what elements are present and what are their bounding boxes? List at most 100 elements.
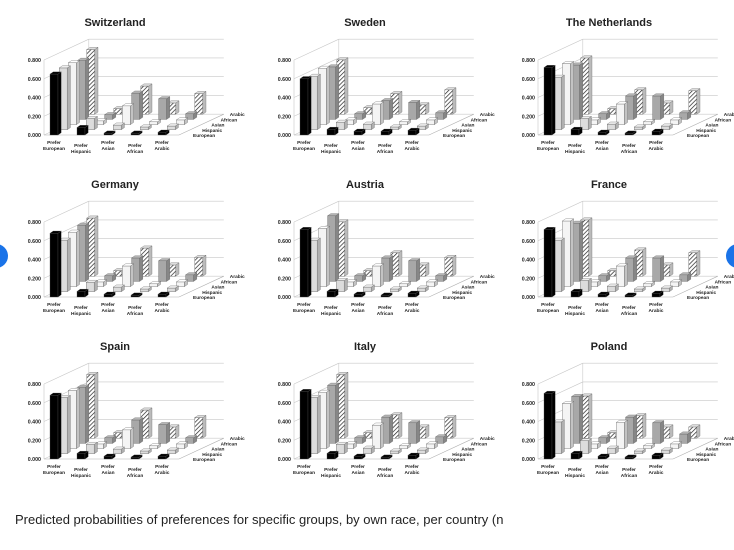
y-tick-label: 0.600 <box>278 77 291 83</box>
bar-side <box>326 65 330 125</box>
bar-top <box>688 88 701 91</box>
bar-european <box>157 453 170 460</box>
bar-top <box>148 443 162 446</box>
bar-european <box>651 290 664 298</box>
bar-top <box>561 218 575 222</box>
bar-top <box>543 227 556 230</box>
x-tick-label: Asian <box>101 146 114 152</box>
x-tick-label: Asian <box>595 470 608 476</box>
x-tick-label: Prefer <box>74 143 88 149</box>
depth-label: African <box>715 279 732 285</box>
y-tick-label: 0.000 <box>28 457 41 463</box>
carousel-prev-button[interactable] <box>0 244 8 268</box>
x-tick-label: Prefer <box>649 464 663 470</box>
x-tick-label: Prefer <box>324 467 338 473</box>
x-tick-label: European <box>537 146 559 152</box>
bar-top <box>112 284 125 288</box>
bar-top <box>398 281 412 284</box>
bar-european <box>76 450 89 460</box>
bar-side <box>624 263 628 287</box>
bar-top <box>299 76 312 79</box>
bar-arabic <box>167 262 180 277</box>
bar-african <box>185 435 198 444</box>
bar-top <box>625 255 638 259</box>
y-tick-label: 0.800 <box>28 382 41 388</box>
bar-top <box>327 213 340 216</box>
bar-top <box>606 121 619 125</box>
x-tick-label: Prefer <box>622 467 636 473</box>
bar-arabic <box>336 57 349 115</box>
bar-front <box>113 124 122 130</box>
bar-front <box>157 294 167 298</box>
x-tick-label: African <box>621 311 638 317</box>
carousel-next-button[interactable] <box>726 244 734 268</box>
bar-side <box>317 237 321 293</box>
bar-african <box>77 384 90 444</box>
bar-top <box>317 390 331 393</box>
chart-3d-bars: 0.0000.2000.4000.6000.800PreferEuropeanP… <box>28 362 245 479</box>
x-tick-label: African <box>127 149 144 155</box>
depth-label: Arabic <box>230 436 245 442</box>
bar-side <box>624 101 628 125</box>
bar-african <box>435 110 448 120</box>
bar-front <box>372 265 381 287</box>
x-tick-label: Prefer <box>595 464 609 470</box>
bar-hispanic <box>112 122 125 131</box>
bar-side <box>696 88 701 115</box>
bar-arabic <box>661 100 674 115</box>
bar-top <box>76 125 89 128</box>
bar-front <box>399 445 408 449</box>
bar-top <box>354 435 367 438</box>
bar-front <box>194 417 203 439</box>
x-tick-label: Arabic <box>155 146 170 152</box>
bar-side <box>130 103 134 125</box>
bar-european <box>597 291 610 298</box>
bar-top <box>398 119 412 122</box>
bar-top <box>104 435 117 438</box>
bar-hispanic <box>606 283 619 293</box>
depth-label: African <box>221 441 238 447</box>
bar-front <box>149 121 158 125</box>
bar-top <box>652 420 665 423</box>
bar-side <box>380 422 384 449</box>
bar-top <box>598 273 611 276</box>
bar-european <box>651 128 664 136</box>
bar-hispanic <box>416 447 429 455</box>
bar-front <box>299 78 309 136</box>
bar-asian <box>642 119 656 125</box>
depth-label: Arabic <box>724 112 734 118</box>
bar-top <box>85 280 98 283</box>
bar-arabic <box>336 219 349 277</box>
bar-top <box>335 119 348 123</box>
bar-european <box>49 71 62 136</box>
bar-side <box>660 93 664 120</box>
bar-african <box>571 220 584 282</box>
bar-top <box>633 448 646 452</box>
bar-side <box>67 65 71 131</box>
bar-top <box>354 111 367 114</box>
x-tick-label: African <box>377 149 394 155</box>
bar-asian <box>317 389 331 449</box>
bar-side <box>588 55 593 115</box>
floor-right <box>428 437 474 460</box>
x-tick-label: African <box>127 473 144 479</box>
panel-title: Italy <box>353 341 376 353</box>
bar-arabic <box>417 424 430 439</box>
bar-top <box>130 454 143 458</box>
bar-european <box>299 389 312 460</box>
bar-side <box>148 245 153 277</box>
bar-asian <box>67 387 81 449</box>
bar-top <box>651 290 664 294</box>
bar-top <box>606 445 619 449</box>
y-tick-label: 0.200 <box>28 438 41 444</box>
x-tick-label: Prefer <box>155 140 169 146</box>
bar-top <box>543 65 556 68</box>
bar-arabic <box>194 415 207 439</box>
y-tick-label: 0.000 <box>522 457 535 463</box>
bar-arabic <box>390 412 403 439</box>
bar-front <box>607 448 616 454</box>
x-tick-label: Hispanic <box>321 311 341 317</box>
bar-front <box>380 294 390 298</box>
floor-right <box>672 113 718 136</box>
bar-top <box>570 127 583 130</box>
